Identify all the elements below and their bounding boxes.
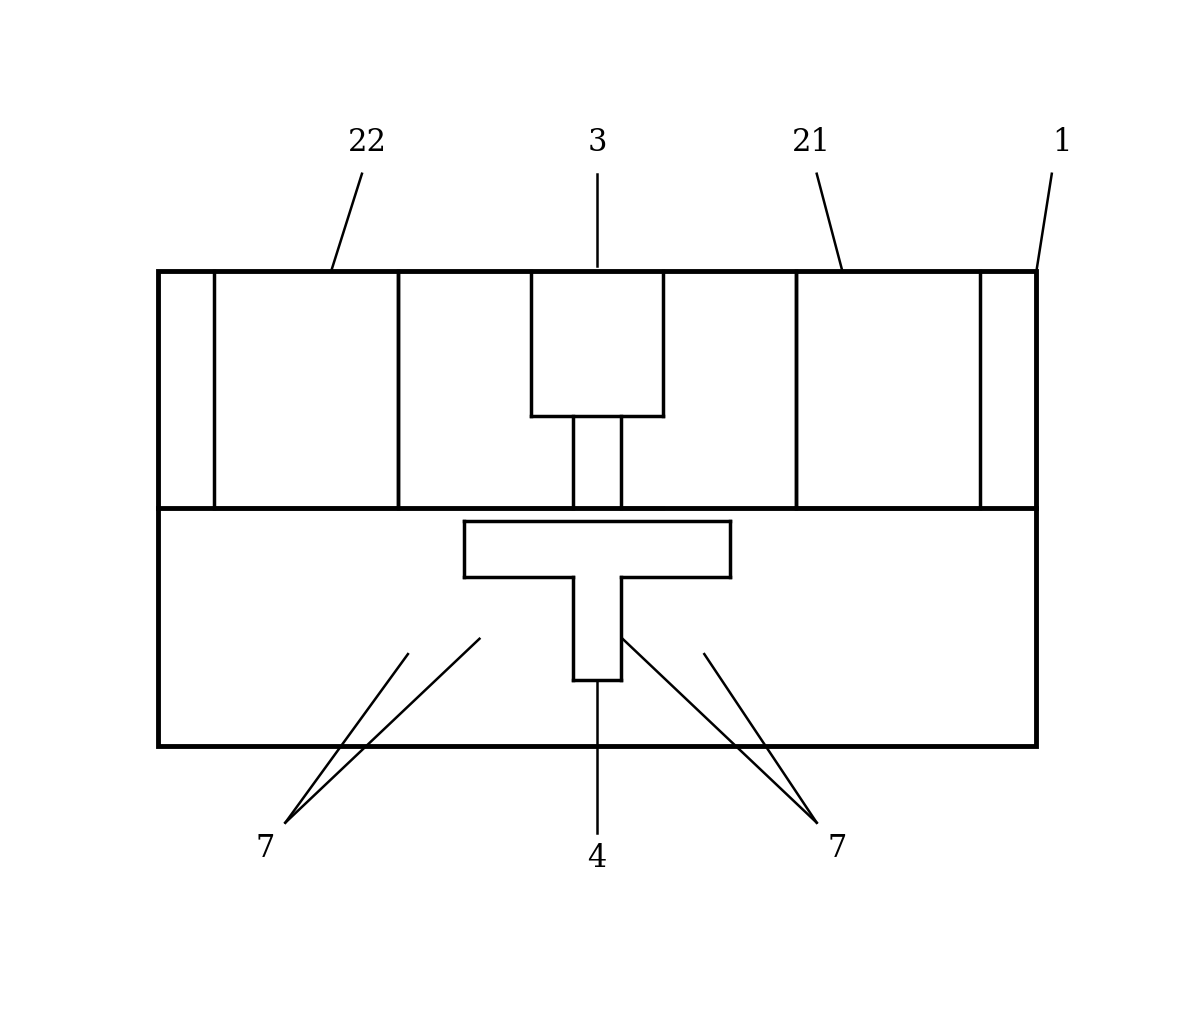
Text: 21: 21 — [792, 128, 831, 158]
Text: 7: 7 — [256, 833, 275, 864]
Bar — [573, 577, 621, 680]
Bar — [158, 271, 1036, 746]
Bar — [214, 271, 398, 509]
Text: 1: 1 — [1052, 128, 1072, 158]
Bar — [464, 521, 730, 576]
Text: 4: 4 — [587, 843, 607, 874]
Bar — [796, 271, 980, 509]
Text: 7: 7 — [827, 833, 847, 864]
Text: 3: 3 — [587, 128, 607, 158]
Bar — [530, 271, 664, 417]
Text: 22: 22 — [347, 128, 387, 158]
Bar — [158, 271, 1036, 746]
Bar — [573, 417, 621, 509]
